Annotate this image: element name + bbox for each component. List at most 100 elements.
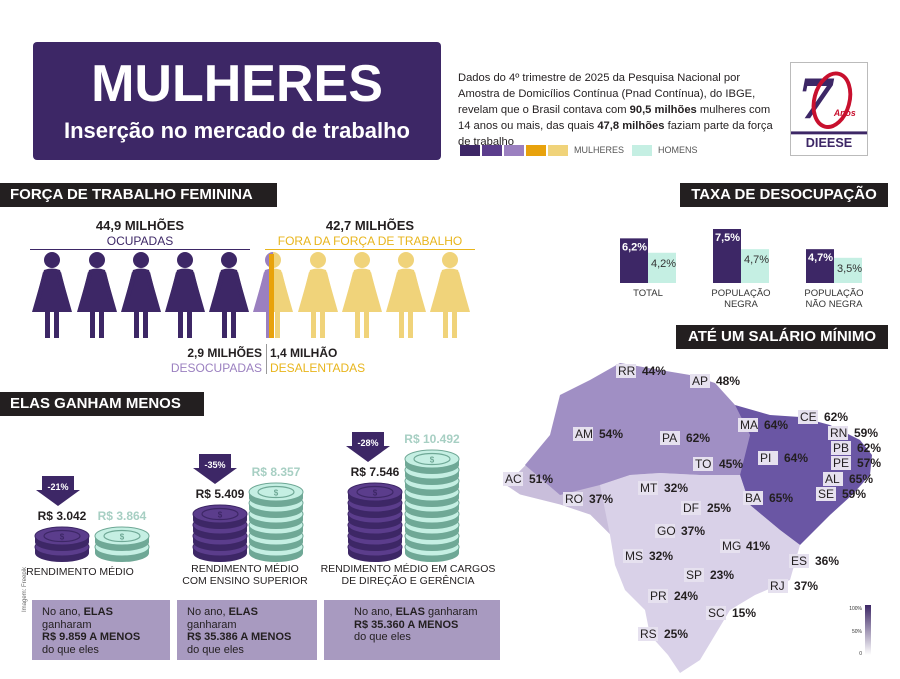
dieese-logo: 7 Anos DIEESE (790, 62, 868, 156)
legend-women-label: MULHERES (574, 145, 625, 155)
state-code: RR (618, 364, 636, 378)
ocupadas-number: 44,9 MILHÕES (95, 218, 185, 233)
logo-org: DIEESE (806, 136, 852, 150)
bar-women-label: 4,7% (808, 252, 833, 264)
page-title: MULHERES (91, 55, 383, 113)
gap-text: do que eles (354, 631, 411, 643)
woman-icon (77, 252, 117, 338)
state-pct: 25% (664, 627, 688, 641)
state-code: PA (662, 431, 677, 445)
state-pct: 62% (686, 431, 710, 445)
state-code: RO (565, 492, 583, 506)
woman-icon (386, 252, 426, 338)
intro-text: Dados do 4º trimestre de 2025 da Pesquis… (458, 70, 783, 150)
svg-text:$: $ (60, 533, 65, 542)
section-heading-forca: FORÇA DE TRABALHO FEMININA (0, 183, 277, 207)
scale-top: 100% (849, 606, 862, 612)
bar-men-label: 4,2% (651, 258, 676, 270)
map-state-label: AC 51% (503, 472, 553, 486)
map-state-label: RO 37% (563, 492, 613, 506)
gap-text: do que eles (42, 643, 99, 656)
state-pct: 51% (529, 472, 553, 486)
map-state-label: SE 59% (816, 487, 866, 501)
legend-swatch (548, 144, 568, 156)
woman-icon (121, 252, 161, 338)
image-credit: Imagem: Freepik (22, 566, 28, 612)
section-heading-salario: ATÉ UM SALÁRIO MÍNIMO (676, 325, 888, 349)
state-code: ES (791, 554, 807, 568)
desalentadas-number: 1,4 MILHÃO (270, 346, 338, 360)
map-state-label: RN 59% (828, 426, 878, 440)
income-women: R$ 7.546 (351, 465, 400, 479)
state-code: AM (575, 427, 593, 441)
state-code: PI (760, 451, 771, 465)
group-label: POPULAÇÃO (711, 288, 770, 299)
coin-stack-men: $ (404, 449, 460, 562)
bar-women-label: 7,5% (715, 232, 740, 244)
women-pictogram (32, 252, 470, 338)
gap-box: No ano, ELAS ganharam R$ 35.386 A MENOS d… (177, 600, 317, 660)
gap-text: do que eles (187, 643, 244, 656)
map-state-label: SC 15% (706, 606, 756, 620)
gap-text: ELAS (228, 606, 258, 618)
state-code: MG (722, 539, 741, 553)
state-code: SP (686, 568, 702, 582)
scale-bottom: 0 (859, 651, 862, 657)
woman-icon (342, 252, 382, 338)
map-state-label: PI 64% (758, 451, 808, 465)
state-code: TO (695, 457, 711, 471)
map-state-label: BA 65% (743, 491, 793, 505)
map-state-label: PE 57% (831, 456, 881, 470)
map-state-label: DF 25% (681, 501, 731, 515)
legend-swatch (526, 144, 546, 156)
gap-text: ganharam (424, 606, 478, 618)
coin-stack-men: $ (94, 526, 150, 562)
income-women: R$ 3.042 (38, 509, 87, 523)
gap-text: ELAS (395, 606, 425, 618)
bar-men-label: 4,7% (744, 254, 769, 266)
gap-box: No ano, ELAS ganharam R$ 35.360 A MENOS d… (324, 600, 500, 660)
map-state-label: AM 54% (573, 427, 623, 441)
gap-text: ELAS (83, 606, 113, 618)
section-heading-taxa: TAXA DE DESOCUPAÇÃO (680, 183, 888, 207)
state-pct: 62% (824, 410, 848, 424)
state-pct: 23% (710, 568, 734, 582)
fora-number: 42,7 MILHÕES (325, 218, 415, 233)
state-code: RS (640, 627, 657, 641)
state-code: PB (833, 441, 849, 455)
gap-text: No ano, (42, 606, 84, 618)
state-pct: 24% (674, 589, 698, 603)
state-pct: 57% (857, 456, 881, 470)
woman-icon (430, 252, 470, 338)
state-pct: 48% (716, 374, 740, 388)
state-code: AP (692, 374, 708, 388)
gap-amount: R$ 35.386 A MENOS (187, 631, 292, 643)
map-state-label: PR 24% (648, 589, 698, 603)
map-state-label: CE 62% (798, 410, 848, 424)
gap-box: No ano, ELAS ganharam R$ 9.859 A MENOS do… (32, 600, 170, 660)
intro-part: mulheres com 14 anos ou mais, das quais (458, 104, 771, 132)
state-pct: 41% (746, 539, 770, 553)
down-arrow-icon (36, 476, 80, 506)
map-state-label: MT 32% (638, 481, 688, 495)
map-state-label: MS 32% (623, 549, 673, 563)
woman-icon (209, 252, 249, 338)
taxa-chart: 6,2%4,2%TOTAL7,5%4,7%POPULAÇÃONEGRA4,7%3… (620, 229, 864, 310)
state-pct: 32% (649, 549, 673, 563)
down-arrow-icon (346, 432, 390, 462)
state-pct: 44% (642, 364, 666, 378)
svg-text:$: $ (430, 456, 435, 465)
bar-men-label: 3,5% (837, 263, 862, 275)
map-state-label: TO 45% (693, 457, 743, 471)
map-state-label: RJ 37% (768, 579, 818, 593)
intro-part: Dados do 4º trimestre de 2025 da Pesquis… (458, 72, 756, 116)
page-subtitle: Inserção no mercado de trabalho (64, 118, 410, 143)
desc-line: DE DIREÇÃO E GERÊNCIA (341, 575, 475, 587)
state-pct: 65% (849, 472, 873, 486)
svg-text:$: $ (274, 489, 279, 498)
bar-men (834, 257, 862, 283)
income-diff: -21% (47, 482, 68, 492)
intro-women-total: 90,5 milhões (629, 104, 697, 116)
income-men: R$ 8.357 (252, 465, 301, 479)
state-pct: 37% (794, 579, 818, 593)
